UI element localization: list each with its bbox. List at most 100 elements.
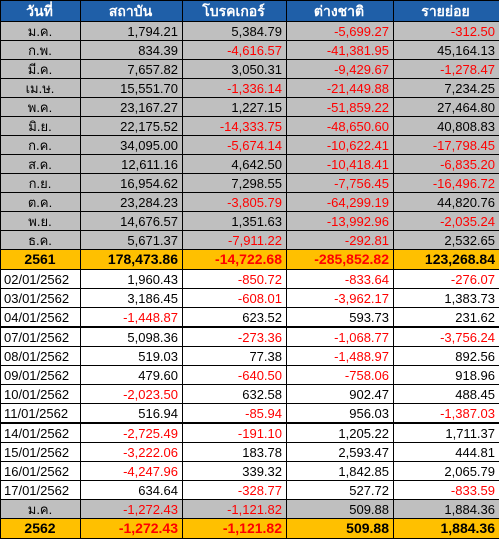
value-cell: -14,722.68	[183, 250, 287, 270]
value-cell: 632.58	[183, 385, 287, 404]
row-label: 14/01/2562	[1, 423, 81, 443]
value-cell: -41,381.95	[287, 41, 394, 60]
value-cell: 1,960.43	[81, 270, 183, 289]
value-cell: 1,351.63	[183, 212, 287, 231]
value-cell: 77.38	[183, 347, 287, 366]
value-cell: -850.72	[183, 270, 287, 289]
value-cell: 178,473.86	[81, 250, 183, 270]
value-cell: -273.36	[183, 327, 287, 347]
value-cell: 1,205.22	[287, 423, 394, 443]
value-cell: -3,222.06	[81, 443, 183, 462]
value-cell: -1,488.97	[287, 347, 394, 366]
value-cell: -191.10	[183, 423, 287, 443]
value-cell: 956.03	[287, 404, 394, 424]
value-cell: 1,227.15	[183, 98, 287, 117]
value-cell: -640.50	[183, 366, 287, 385]
value-cell: -7,756.45	[287, 174, 394, 193]
value-cell: -2,023.50	[81, 385, 183, 404]
value-cell: 7,234.25	[394, 79, 499, 98]
value-cell: 1,842.85	[287, 462, 394, 481]
row-label: มิ.ย.	[1, 117, 81, 136]
value-cell: 123,268.84	[394, 250, 499, 270]
row-label: 11/01/2562	[1, 404, 81, 424]
value-cell: -833.59	[394, 481, 499, 500]
row-label: 07/01/2562	[1, 327, 81, 347]
row-label: มี.ค.	[1, 60, 81, 79]
row-label: ม.ค.	[1, 22, 81, 41]
value-cell: 2,593.47	[287, 443, 394, 462]
value-cell: 15,551.70	[81, 79, 183, 98]
value-cell: 27,464.80	[394, 98, 499, 117]
value-cell: -1,068.77	[287, 327, 394, 347]
value-cell: -13,992.96	[287, 212, 394, 231]
row-label: เม.ษ.	[1, 79, 81, 98]
row-label: ก.ค.	[1, 136, 81, 155]
row-label: 16/01/2562	[1, 462, 81, 481]
value-cell: 527.72	[287, 481, 394, 500]
value-cell: 509.88	[287, 500, 394, 519]
value-cell: 634.64	[81, 481, 183, 500]
value-cell: -276.07	[394, 270, 499, 289]
value-cell: 1,884.36	[394, 500, 499, 519]
row-label: พ.ค.	[1, 98, 81, 117]
value-cell: 14,676.57	[81, 212, 183, 231]
value-cell: -5,674.14	[183, 136, 287, 155]
value-cell: -7,911.22	[183, 231, 287, 250]
value-cell: 516.94	[81, 404, 183, 424]
row-label: 10/01/2562	[1, 385, 81, 404]
value-cell: 22,175.52	[81, 117, 183, 136]
row-label: ส.ค.	[1, 155, 81, 174]
value-cell: -48,650.60	[287, 117, 394, 136]
row-label: ก.ย.	[1, 174, 81, 193]
value-cell: 5,671.37	[81, 231, 183, 250]
month-row: ก.ค.34,095.00-5,674.14-10,622.41-17,798.…	[1, 136, 499, 155]
value-cell: 1,383.73	[394, 289, 499, 308]
value-cell: -17,798.45	[394, 136, 499, 155]
row-label: ก.พ.	[1, 41, 81, 60]
value-cell: -85.94	[183, 404, 287, 424]
value-cell: -1,278.47	[394, 60, 499, 79]
value-cell: -9,429.67	[287, 60, 394, 79]
value-cell: -1,272.43	[81, 500, 183, 519]
row-label: 2561	[1, 250, 81, 270]
value-cell: 902.47	[287, 385, 394, 404]
value-cell: 834.39	[81, 41, 183, 60]
value-cell: -3,962.17	[287, 289, 394, 308]
value-cell: -2,035.24	[394, 212, 499, 231]
value-cell: 509.88	[287, 519, 394, 539]
value-cell: 40,808.83	[394, 117, 499, 136]
value-cell: 12,611.16	[81, 155, 183, 174]
value-cell: -1,448.87	[81, 308, 183, 328]
value-cell: -1,272.43	[81, 519, 183, 539]
value-cell: -51,859.22	[287, 98, 394, 117]
value-cell: 1,711.37	[394, 423, 499, 443]
row-label: 2562	[1, 519, 81, 539]
value-cell: 519.03	[81, 347, 183, 366]
value-cell: 2,065.79	[394, 462, 499, 481]
header-retail: รายย่อย	[394, 1, 499, 22]
value-cell: 593.73	[287, 308, 394, 328]
value-cell: 45,164.13	[394, 41, 499, 60]
row-label: 03/01/2562	[1, 289, 81, 308]
value-cell: -328.77	[183, 481, 287, 500]
value-cell: -312.50	[394, 22, 499, 41]
row-label: ม.ค.	[1, 500, 81, 519]
